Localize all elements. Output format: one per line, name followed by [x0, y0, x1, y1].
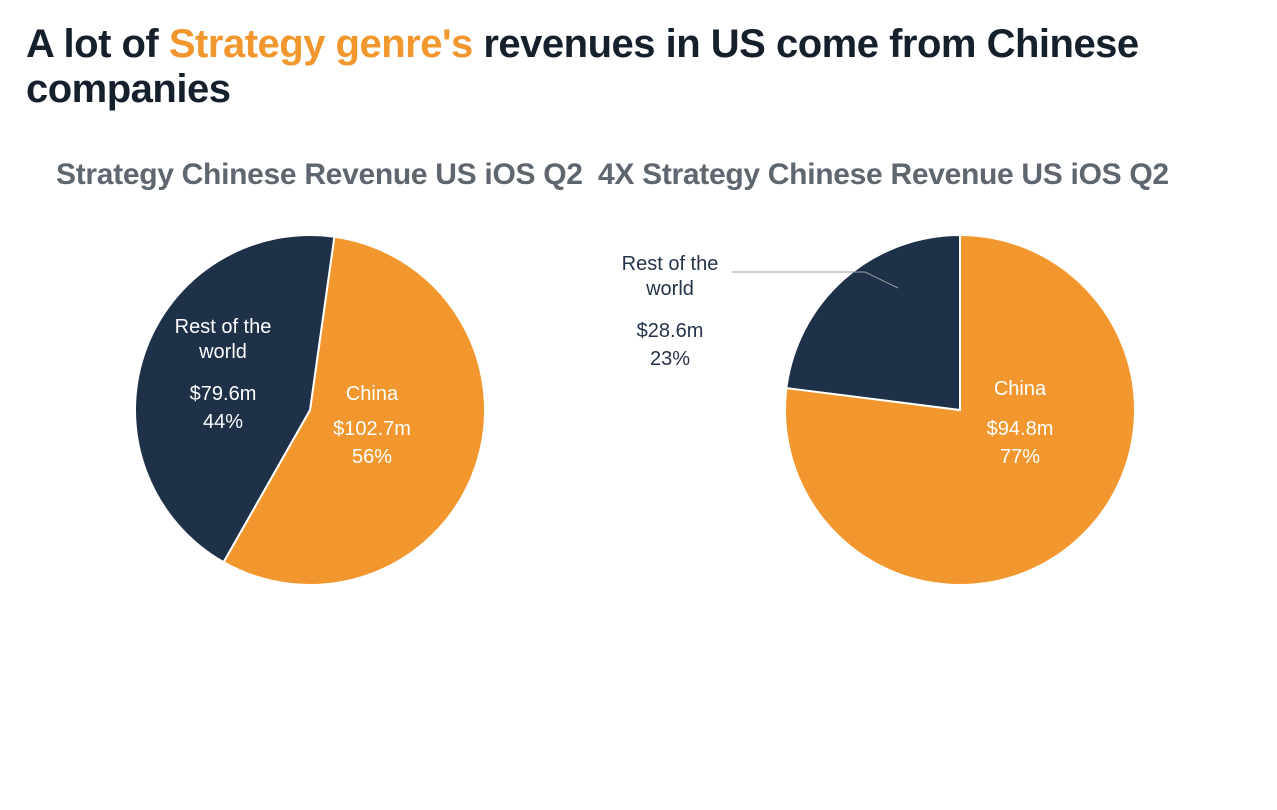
page-title: A lot of Strategy genre's revenues in US… [26, 22, 1277, 112]
slice-label-china-percent: 77% [1000, 446, 1040, 468]
slice-label-rest-name-1: Rest of the [622, 253, 719, 275]
slice-label-china-name: China [994, 378, 1047, 400]
pie-chart-strategy: China $102.7m 56% Rest of the world $79.… [110, 210, 510, 610]
slice-label-rest-value: $79.6m [190, 383, 257, 405]
chart-title-strategy: Strategy Chinese Revenue US iOS Q2 [56, 158, 583, 192]
slice-label-rest-name-2: world [645, 278, 694, 300]
slice-label-rest-name-2: world [198, 341, 247, 363]
slice-label-china-value: $94.8m [987, 418, 1054, 440]
title-highlight: Strategy genre's [169, 22, 473, 66]
slice-label-china-percent: 56% [352, 446, 392, 468]
slice-label-rest-value: $28.6m [637, 320, 704, 342]
slice-rest-of-world [786, 235, 960, 410]
chart-title-4x-strategy: 4X Strategy Chinese Revenue US iOS Q2 [598, 158, 1169, 192]
slice-label-china-value: $102.7m [333, 418, 411, 440]
pie-chart-4x-strategy: China $94.8m 77% Rest of the world $28.6… [560, 210, 1160, 810]
slice-label-china-name: China [346, 383, 399, 405]
slice-label-rest-percent: 23% [650, 348, 690, 370]
slice-label-rest-name-1: Rest of the [175, 316, 272, 338]
title-pre: A lot of [26, 22, 169, 66]
slice-label-rest-percent: 44% [203, 411, 243, 433]
